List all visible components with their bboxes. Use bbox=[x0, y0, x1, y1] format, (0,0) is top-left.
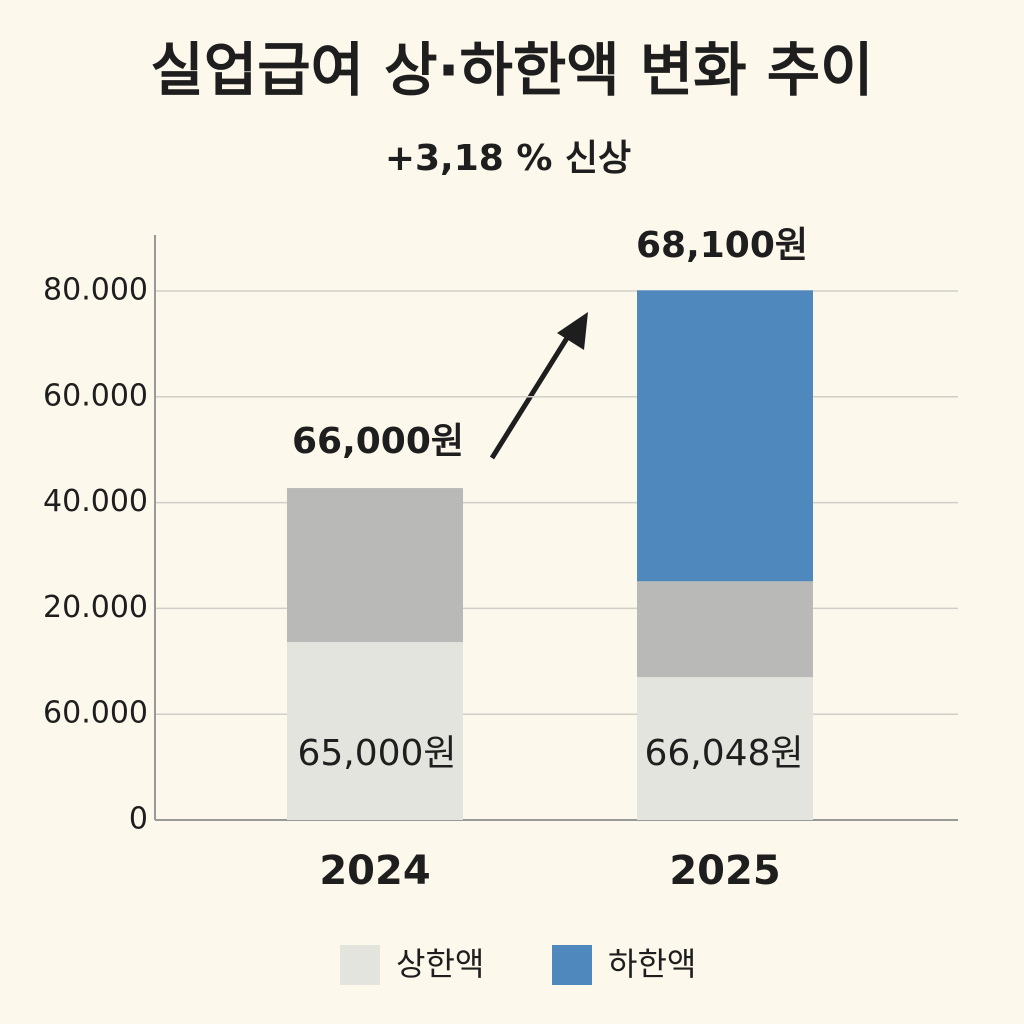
annotation: 66,000원 bbox=[292, 421, 464, 462]
bar-segment bbox=[637, 677, 813, 820]
y-tick-label: 0 bbox=[129, 802, 148, 837]
bar-segment bbox=[637, 581, 813, 678]
y-tick-label: 20.000 bbox=[43, 590, 148, 625]
y-tick-label: 60.000 bbox=[43, 378, 148, 413]
bar-segment bbox=[287, 488, 463, 643]
y-tick-label: 80.000 bbox=[43, 273, 148, 308]
arrow bbox=[489, 312, 588, 460]
annotation: 65,000원 bbox=[297, 733, 456, 774]
x-tick-label: 2024 bbox=[319, 848, 430, 894]
chart-subtitle: +3,18 % 신상 bbox=[385, 138, 631, 179]
y-tick-label: 40.000 bbox=[43, 484, 148, 519]
chart-title: 실업급여 상·하한액 변화 추이 bbox=[151, 36, 874, 104]
legend-label: 상한액 bbox=[396, 945, 484, 983]
legend-swatch bbox=[552, 945, 592, 985]
annotation: 68,100원 bbox=[636, 225, 808, 266]
x-tick-label: 2025 bbox=[669, 848, 780, 894]
y-tick-label: 60.000 bbox=[43, 696, 148, 731]
legend-swatch bbox=[340, 945, 380, 985]
bar-segment bbox=[637, 290, 813, 582]
legend-label: 하한액 bbox=[608, 945, 696, 983]
bar-segment bbox=[287, 642, 463, 820]
annotation: 66,048원 bbox=[644, 733, 803, 774]
